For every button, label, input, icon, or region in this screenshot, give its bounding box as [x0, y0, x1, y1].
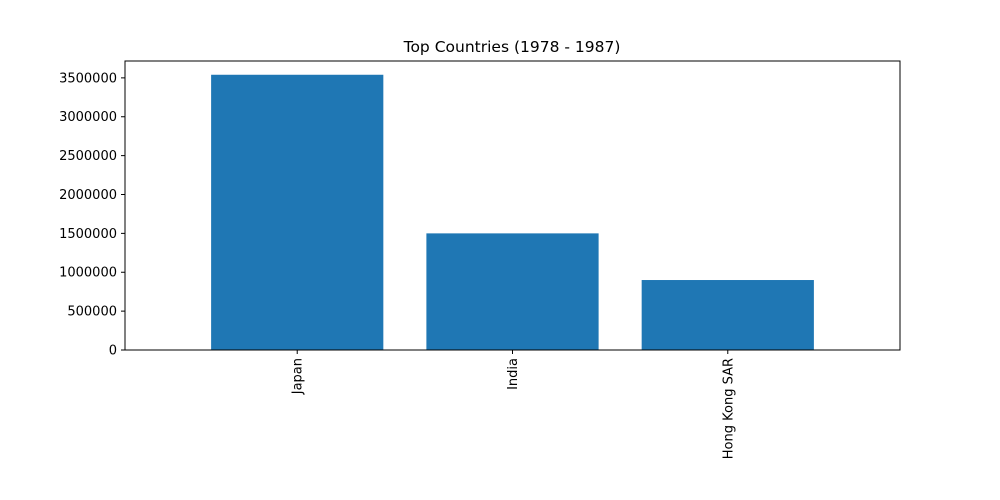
y-tick-label: 1000000 [59, 266, 117, 281]
y-axis: 0 500000 1000000 1500000 2000000 2500000 30000… [59, 71, 125, 359]
bars-layer [211, 74, 814, 350]
bar-japan [211, 74, 384, 350]
x-axis: Japan India Hong Kong SAR [291, 350, 736, 459]
plot-frame [124, 60, 901, 351]
x-tick-label: Hong Kong SAR [721, 358, 736, 459]
y-tick-label: 2000000 [59, 188, 117, 203]
x-tick-label: India [506, 358, 521, 390]
y-tick-label: 500000 [67, 305, 117, 320]
y-tick-label: 0 [109, 344, 117, 359]
x-tick-label: Japan [291, 358, 306, 395]
bar-india [426, 233, 599, 350]
y-tick-label: 2500000 [59, 149, 117, 164]
bar-hong-kong-sar [641, 280, 814, 350]
y-tick-label: 3000000 [59, 110, 117, 125]
y-tick-label: 3500000 [59, 71, 117, 86]
chart-title: Top Countries (1978 - 1987) [403, 38, 621, 56]
y-tick-label: 1500000 [59, 227, 117, 242]
